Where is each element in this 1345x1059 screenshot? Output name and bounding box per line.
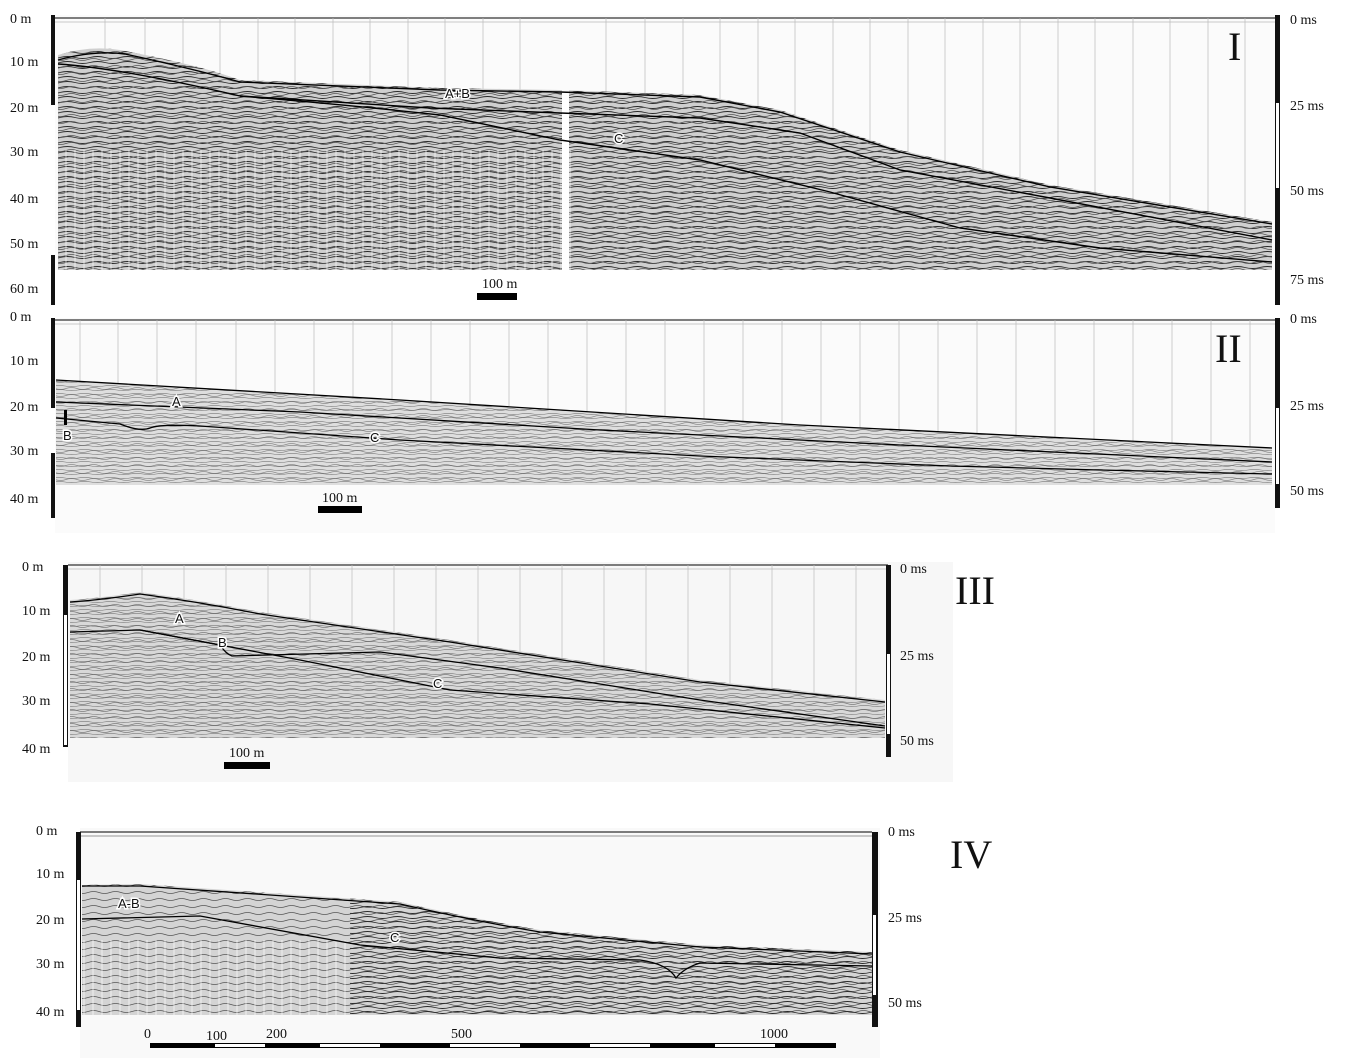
depth-labels: 0 m 10 m 20 m 30 m 40 m [10,310,39,507]
time-axis [1275,15,1280,305]
time-label: 0 ms [900,562,927,577]
time-axis [886,565,891,757]
marker-tick [64,410,67,425]
depth-label: 0 m [36,824,58,839]
panel-II: 0 m 10 m 20 m 30 m 40 m 0 ms 25 ms 50 ms… [10,310,1324,533]
scale-label: 100 m [229,746,265,761]
depth-label: 20 m [10,400,39,415]
scale-tick-label: 100 [206,1029,227,1044]
time-label: 25 ms [888,911,922,926]
depth-label: 40 m [36,1005,65,1020]
depth-label: 10 m [36,867,65,882]
horizon-label: C [370,430,379,445]
scale-tick-label: 1000 [760,1027,788,1042]
scale-bar: 100 m [477,277,518,300]
horizon-lines [55,379,1273,475]
time-labels: 0 ms 25 ms 50 ms [900,562,934,749]
panel-numeral: III [955,568,995,613]
scale-tick-label: 500 [451,1027,472,1042]
time-label: 50 ms [888,996,922,1011]
horizon-label: A-B [118,896,140,911]
time-axis [1275,318,1280,508]
depth-label: 30 m [36,957,65,972]
scale-tick-label: 200 [266,1027,287,1042]
horizon-lines [69,593,886,729]
depth-label: 20 m [22,650,51,665]
depth-label: 60 m [10,282,39,297]
time-label: 50 ms [900,734,934,749]
depth-labels: 0 m 10 m 20 m 30 m 40 m 50 m 60 m [10,12,39,297]
depth-axis [51,318,55,518]
time-label: 75 ms [1290,273,1324,288]
depth-axis [63,565,68,747]
time-labels: 0 ms 25 ms 50 ms [1290,312,1324,499]
time-label: 0 ms [888,825,915,840]
depth-label: 30 m [10,444,39,459]
depth-axis [76,832,81,1027]
panel-III: 0 m 10 m 20 m 30 m 40 m 0 ms 25 ms 50 ms… [22,560,995,782]
depth-labels: 0 m 10 m 20 m 30 m 40 m [22,560,51,757]
time-labels: 0 ms 25 ms 50 ms [888,825,922,1011]
scale-tick-label: 0 [144,1027,151,1042]
time-label: 0 ms [1290,312,1317,327]
depth-label: 0 m [10,12,32,27]
depth-label: 0 m [22,560,44,575]
horizon-label: A+B [445,86,470,101]
horizon-label: A [175,611,184,626]
depth-label: 10 m [22,604,51,619]
depth-label: 20 m [36,913,65,928]
horizon-label: C [614,131,623,146]
panel-I: 0 m 10 m 20 m 30 m 40 m 50 m 60 m 0 ms 2… [10,12,1324,305]
time-label: 25 ms [1290,99,1324,114]
horizon-lines [81,885,873,980]
horizon-lines [57,52,1273,263]
depth-label: 40 m [10,492,39,507]
time-label: 50 ms [1290,484,1324,499]
panel-IV: 0 m 10 m 20 m 30 m 40 m 0 ms 25 ms 50 ms… [36,824,992,1058]
time-axis [872,832,878,1027]
horizon-label: B [63,428,72,443]
depth-label: 30 m [22,694,51,709]
scale-label: 100 m [322,491,358,506]
time-label: 25 ms [900,649,934,664]
horizon-label: A [172,394,181,409]
time-label: 25 ms [1290,399,1324,414]
depth-label: 10 m [10,354,39,369]
depth-axis [51,15,55,305]
scale-bar: 100 m [318,491,362,513]
scale-bar: 0 100 200 500 1000 [144,1027,836,1048]
depth-labels: 0 m 10 m 20 m 30 m 40 m [36,824,65,1020]
scale-label: 100 m [482,277,518,292]
depth-label: 10 m [10,55,39,70]
depth-label: 40 m [22,742,51,757]
depth-label: 20 m [10,101,39,116]
depth-label: 0 m [10,310,32,325]
time-label: 0 ms [1290,13,1317,28]
panel-numeral: I [1228,24,1241,69]
horizon-label: C [433,676,442,691]
panel-numeral: II [1215,326,1242,371]
depth-label: 30 m [10,145,39,160]
panel-numeral: IV [950,832,992,877]
horizon-label: B [218,635,227,650]
horizon-label: C [390,930,399,945]
scale-bar: 100 m [224,746,270,769]
time-label: 50 ms [1290,184,1324,199]
depth-label: 50 m [10,237,39,252]
depth-label: 40 m [10,192,39,207]
time-labels: 0 ms 25 ms 50 ms 75 ms [1290,13,1324,288]
